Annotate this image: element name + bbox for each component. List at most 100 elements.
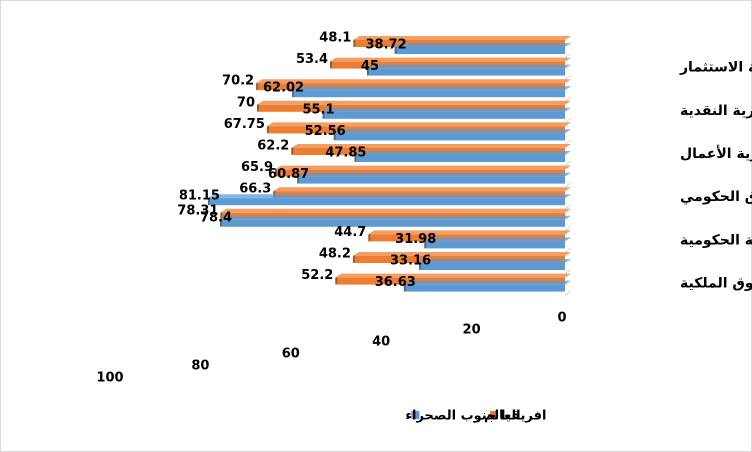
bar-face — [220, 208, 571, 213]
bar-face — [220, 218, 223, 227]
bar-face — [207, 197, 210, 206]
data-label: 65.9 — [241, 160, 273, 175]
legend-label: العالم — [484, 409, 521, 424]
data-label: 70.2 — [222, 74, 254, 89]
bar-face — [297, 172, 571, 177]
data-label: 52.56 — [305, 124, 346, 139]
x-tick-label: 60 — [282, 347, 300, 362]
data-label: 78.4 — [200, 210, 232, 225]
bar-face — [291, 147, 294, 155]
bar-face — [297, 175, 300, 184]
bar-face — [257, 100, 571, 105]
data-label: 60.87 — [268, 167, 309, 182]
bar-face — [207, 198, 565, 206]
bar-face — [424, 237, 571, 242]
floor-line — [564, 204, 572, 210]
bar-face — [352, 252, 571, 256]
data-label: 66.3 — [239, 182, 271, 197]
bar — [322, 107, 571, 119]
bar-face — [266, 125, 269, 134]
bar-face — [220, 211, 223, 220]
bar-face — [352, 255, 355, 263]
legend-swatch — [411, 411, 420, 419]
floor-line — [564, 290, 572, 296]
bar-face — [424, 241, 565, 249]
bar — [207, 194, 571, 206]
bar-face — [266, 122, 571, 127]
bar-face — [292, 89, 295, 98]
bar — [354, 151, 571, 162]
floor-line — [564, 269, 572, 275]
legend-label: افريقيا جنوب الصحراء — [405, 409, 546, 424]
data-label: 62.02 — [263, 81, 304, 96]
floor-line — [564, 139, 572, 145]
bar-face — [257, 103, 259, 112]
bar-face — [220, 219, 566, 227]
bar-face — [322, 110, 325, 119]
y-tick-label: النزاهة الحكومية — [680, 232, 752, 248]
bar-face — [354, 151, 571, 155]
y-tick-label: حقوق الملكية — [680, 276, 752, 292]
bar-face — [368, 233, 371, 242]
bar-face — [333, 133, 565, 141]
floor-line — [564, 247, 572, 253]
bar-face — [403, 280, 571, 285]
x-tick-label: 80 — [191, 359, 209, 374]
bar-face — [256, 82, 259, 91]
floor-line — [564, 96, 572, 102]
bar-face — [419, 262, 422, 270]
data-label: 67.75 — [224, 117, 265, 132]
bar-face — [367, 68, 565, 76]
bar — [367, 64, 571, 76]
bar — [419, 259, 571, 270]
bar-face — [419, 259, 571, 263]
bar-face — [256, 79, 571, 84]
bar-face — [354, 155, 565, 162]
floor-line — [564, 117, 572, 123]
floor-line — [564, 53, 572, 59]
data-label: 52.2 — [301, 268, 333, 283]
x-tick-label: 20 — [463, 323, 481, 338]
floor-line — [564, 161, 572, 167]
bar-face — [424, 240, 427, 249]
bar — [403, 280, 571, 292]
bar-face — [330, 60, 333, 69]
bar — [333, 129, 571, 141]
bar-face — [394, 46, 397, 54]
bar-face — [368, 230, 571, 235]
data-label: 62.2 — [257, 139, 289, 154]
bar-face — [367, 67, 369, 76]
data-label: 36.63 — [375, 275, 416, 290]
data-label: 44.7 — [334, 225, 366, 240]
data-label: 70 — [237, 95, 255, 110]
bar-face — [367, 64, 571, 69]
y-tick-label: الحرية النقدية — [680, 103, 752, 119]
bar-face — [353, 36, 571, 40]
bar-face — [207, 194, 571, 199]
x-tick-label: 100 — [96, 371, 123, 386]
bar-face — [297, 176, 565, 184]
bar-face — [275, 165, 571, 170]
bar-face — [419, 263, 565, 270]
bar-face — [291, 144, 571, 148]
bar — [220, 215, 572, 227]
bar-face — [353, 39, 356, 47]
y-tick-label: حرية الأعمال — [680, 145, 752, 162]
legend-swatch — [490, 411, 498, 419]
data-label: 78.31 — [177, 203, 218, 218]
data-label: 31.98 — [395, 232, 436, 247]
bar — [297, 172, 571, 184]
floor-line — [564, 74, 572, 80]
floor-line — [564, 182, 572, 188]
bar-face — [394, 43, 571, 47]
y-tick-label: حرية الاستثمار — [679, 60, 752, 76]
bar-face — [335, 276, 338, 285]
bar-face — [220, 215, 572, 220]
bar-face — [403, 284, 565, 292]
bar — [424, 237, 571, 249]
y-tick-label: الإنفاق الحكومي — [680, 189, 752, 205]
bar-face — [333, 129, 571, 134]
bar-face — [335, 273, 571, 278]
bar-face — [330, 57, 571, 62]
bar-face — [275, 168, 278, 177]
